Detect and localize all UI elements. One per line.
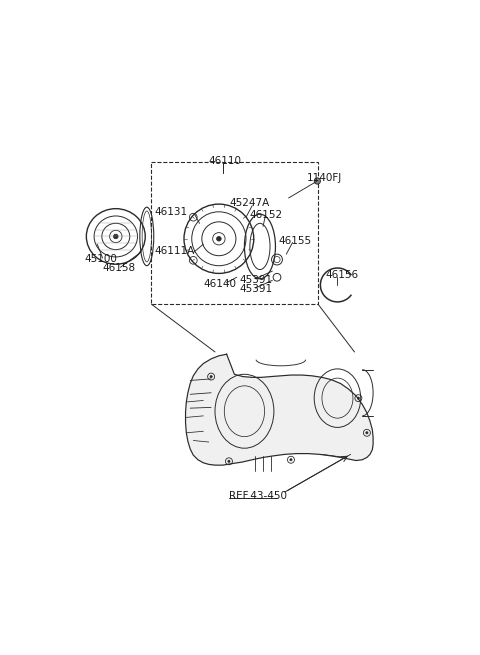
Text: 46111A: 46111A	[155, 246, 195, 257]
Circle shape	[314, 178, 321, 184]
Circle shape	[290, 458, 292, 461]
Text: REF.43-450: REF.43-450	[229, 491, 287, 500]
Text: 1140FJ: 1140FJ	[306, 174, 342, 183]
Circle shape	[210, 375, 212, 378]
Bar	[152, 162, 318, 304]
Text: 46158: 46158	[103, 263, 136, 273]
Text: 45100: 45100	[85, 254, 118, 264]
Text: 45247A: 45247A	[229, 198, 269, 208]
Circle shape	[216, 236, 221, 241]
Text: 45391: 45391	[240, 275, 273, 285]
Text: 46140: 46140	[204, 279, 236, 289]
Text: 45391: 45391	[240, 284, 273, 294]
Polygon shape	[186, 354, 373, 465]
Text: 46156: 46156	[325, 270, 358, 280]
Circle shape	[228, 460, 230, 462]
Circle shape	[357, 397, 360, 400]
Circle shape	[113, 234, 118, 239]
Text: 46152: 46152	[250, 210, 283, 219]
Text: 46155: 46155	[278, 236, 312, 246]
Text: 46131: 46131	[155, 207, 188, 217]
Circle shape	[366, 432, 368, 434]
Text: 46110: 46110	[209, 156, 242, 166]
